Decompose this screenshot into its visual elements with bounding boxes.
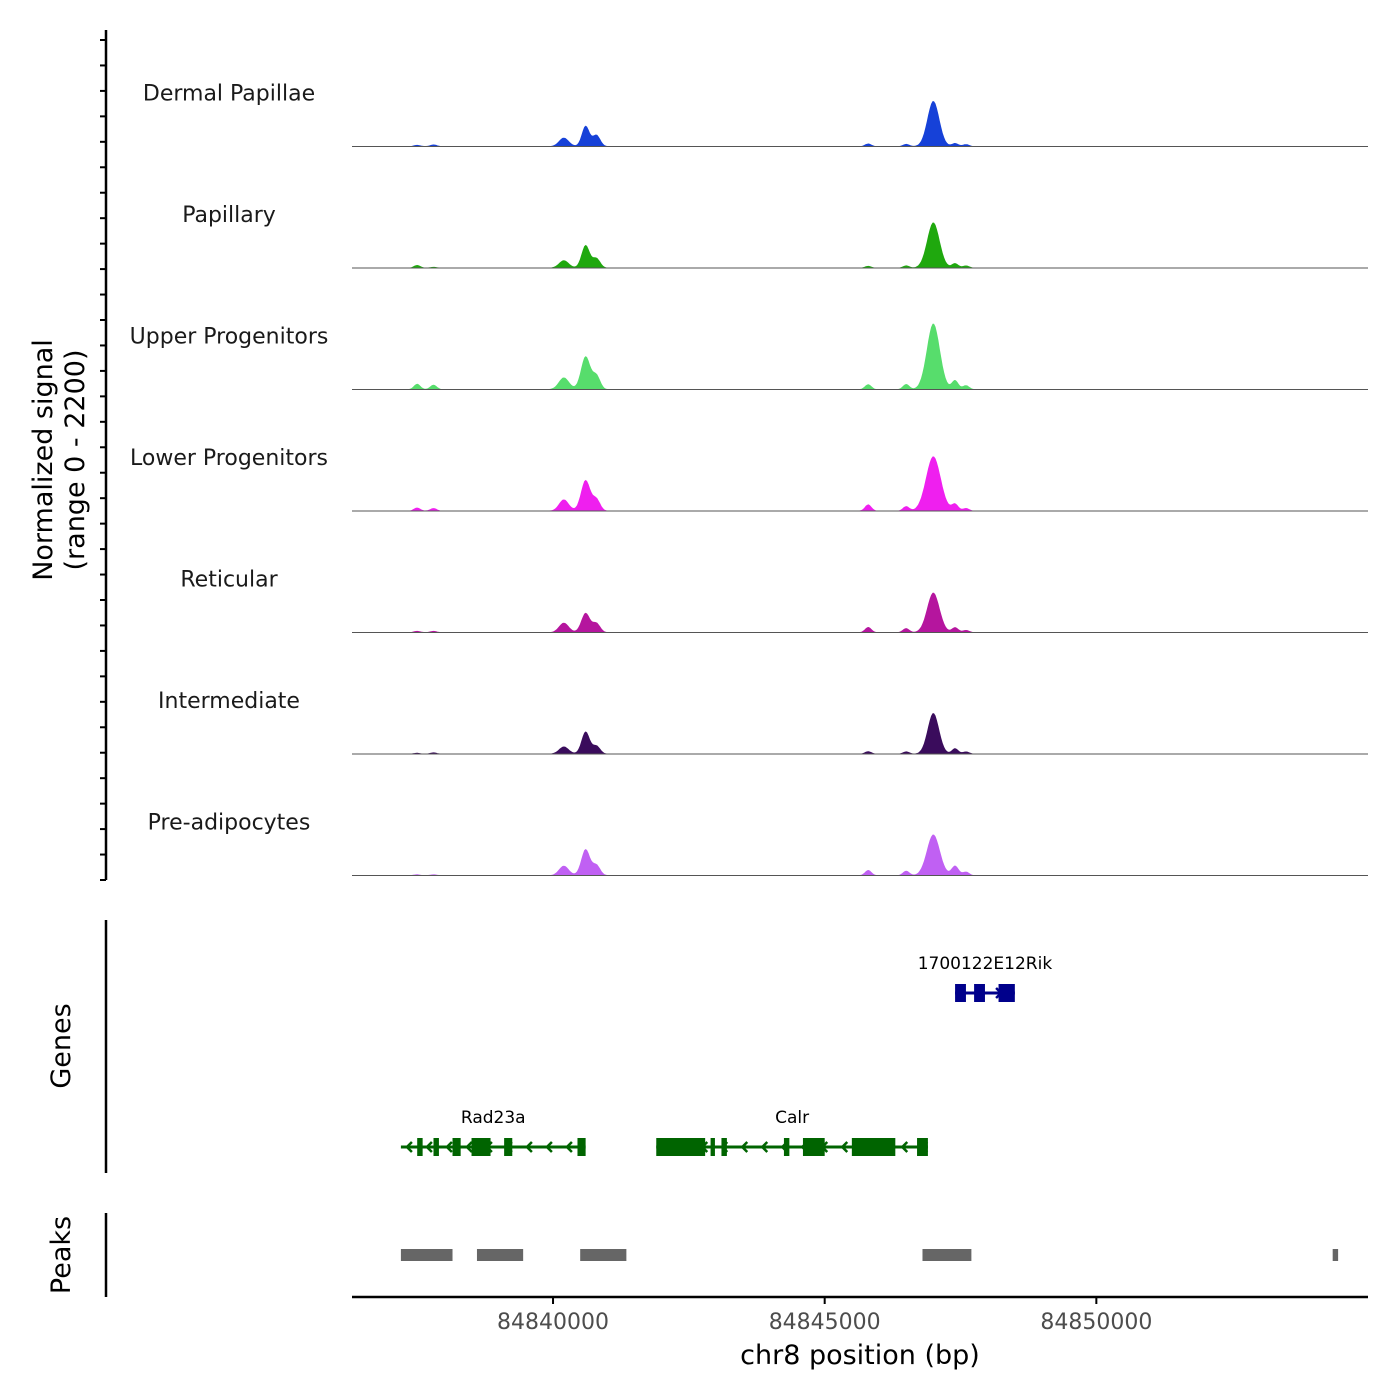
coverage-track-upper-progenitors: Upper Progenitors [130,323,1368,390]
peak-region [476,1249,524,1261]
strand-arrow [465,1141,473,1153]
x-axis-label: chr8 position (bp) [740,1340,980,1371]
gene-name: Rad23a [461,1108,526,1128]
peak-region [922,1249,972,1261]
strand-arrow [445,1141,453,1153]
x-tick-label: 84840000 [497,1310,609,1335]
genes-track-label: Genes [46,1003,77,1088]
coverage-track-papillary: Papillary [182,203,1368,269]
strand-arrow [760,1141,769,1153]
genes-axis-title: Genes [46,1003,77,1088]
exon [802,1138,825,1156]
exon [955,984,966,1002]
track-label: Pre-adipocytes [148,811,311,836]
gene-name: Calr [775,1108,809,1128]
strand-arrow [525,1141,533,1153]
strand-arrow [425,1141,433,1153]
coverage-area [352,713,1368,754]
strand-arrow [405,1141,413,1153]
track-label: Intermediate [158,689,300,714]
exon [471,1138,491,1156]
coverage-track-pre-adipocytes: Pre-adipocytes [148,811,1368,876]
exon [577,1138,586,1156]
y-axis-range: (range 0 - 2200) [60,350,91,571]
strand-arrow [565,1141,573,1153]
peak-region [400,1249,453,1261]
coverage-area [352,456,1368,511]
exon [656,1138,706,1156]
x-tick-label: 84845000 [769,1310,881,1335]
genes-track: Rad23a Calr 1700122E12Rik [104,920,1053,1173]
coverage-track-lower-progenitors: Lower Progenitors [130,446,1368,512]
exon [504,1138,513,1156]
gene-name: 1700122E12Rik [918,954,1053,974]
gene-calr: Calr [656,1108,929,1156]
exon [417,1138,423,1156]
exon [783,1138,790,1156]
coverage-area [352,222,1368,268]
strand-arrow [545,1141,553,1153]
exon [917,1138,928,1156]
coverage-area [352,101,1368,147]
peaks-track-label: Peaks [46,1216,77,1294]
coverage-area [352,592,1368,633]
peaks-track [104,1213,1339,1297]
track-label: Dermal Papillae [143,82,315,107]
coverage-track-dermal-papillae: Dermal Papillae [143,82,1368,147]
track-label: Papillary [182,203,276,228]
coverage-y-axis [100,30,108,881]
track-label: Lower Progenitors [130,446,328,471]
coverage-track-intermediate: Intermediate [158,689,1368,755]
exon [433,1138,439,1156]
exon [710,1138,715,1156]
track-label: Upper Progenitors [130,325,329,350]
coverage-area [352,834,1368,876]
track-label: Reticular [180,568,278,593]
exon [998,984,1015,1002]
gene-1700122e12rik: 1700122E12Rik [918,954,1053,1002]
exon [851,1138,896,1156]
y-axis-title: Normalized signal [28,339,59,581]
y-axis-range-label: (range 0 - 2200) [60,350,91,571]
strand-arrow [840,1141,849,1153]
strand-arrow [740,1141,749,1153]
x-axis: 84840000 84845000 84850000 [352,1295,1368,1335]
gene-rad23a: Rad23a [400,1108,586,1156]
peaks-axis-title: Peaks [46,1216,77,1294]
coverage-tracks: Dermal Papillae Papillary Upper Progenitor… [130,82,1368,876]
exon [974,984,985,1002]
peak-region [1332,1249,1339,1261]
y-axis-label: Normalized signal [28,339,59,581]
peak-region [580,1249,627,1261]
coverage-track-reticular: Reticular [180,568,1368,633]
exon [721,1138,727,1156]
coverage-area [352,323,1368,390]
x-tick-label: 84850000 [1040,1310,1152,1335]
exon [452,1138,461,1156]
strand-arrow [900,1141,909,1153]
